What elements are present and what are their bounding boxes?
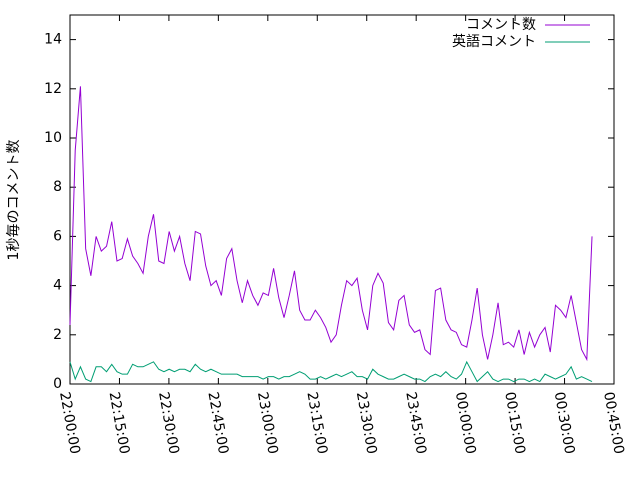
x-tick-label: 23:15:00 (303, 391, 330, 456)
y-tick-label: 6 (53, 228, 62, 244)
x-tick-label: 23:30:00 (353, 391, 380, 456)
x-tick-label: 00:45:00 (600, 391, 627, 456)
plot-frame (69, 14, 615, 385)
x-tick-label: 23:00:00 (254, 391, 281, 456)
legend-label: 英語コメント (452, 33, 536, 50)
series-line (69, 360, 593, 383)
y-axis-label: 1秒毎のコメント数 (6, 140, 22, 261)
y-tick-label: 10 (44, 130, 62, 146)
x-tick-label: 22:00:00 (56, 391, 83, 456)
y-tick-label: 8 (53, 179, 62, 195)
x-tick-label: 22:15:00 (106, 391, 133, 456)
series-line (69, 86, 593, 362)
x-tick-label: 22:45:00 (204, 391, 231, 456)
x-tick-label: 23:45:00 (402, 391, 429, 456)
x-tick-label: 00:00:00 (452, 391, 479, 456)
x-tick-label: 00:30:00 (551, 391, 578, 456)
y-tick-label: 2 (53, 327, 62, 343)
y-tick-label: 12 (44, 81, 62, 97)
x-tick-label: 22:30:00 (155, 391, 182, 456)
legend-label: コメント数 (466, 17, 536, 33)
y-tick-label: 4 (53, 278, 62, 294)
y-tick-label: 14 (44, 32, 62, 48)
x-tick-label: 00:15:00 (501, 391, 528, 456)
y-tick-label: 0 (53, 376, 62, 392)
